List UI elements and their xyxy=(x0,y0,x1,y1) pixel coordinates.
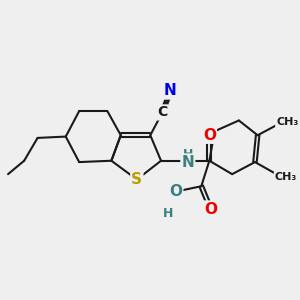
Text: H: H xyxy=(163,207,173,220)
Text: O: O xyxy=(204,202,217,217)
Text: O: O xyxy=(203,128,216,143)
Text: CH₃: CH₃ xyxy=(276,117,298,127)
Text: O: O xyxy=(169,184,182,199)
Text: H: H xyxy=(183,148,193,161)
Text: N: N xyxy=(182,154,194,169)
Text: C: C xyxy=(157,105,167,119)
Text: CH₃: CH₃ xyxy=(275,172,297,182)
Text: S: S xyxy=(131,172,142,187)
Text: N: N xyxy=(164,83,177,98)
